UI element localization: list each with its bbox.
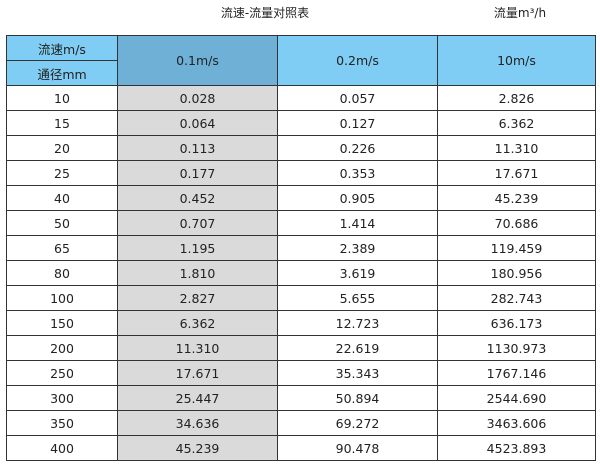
flow-cell: 4523.893 (437, 435, 596, 461)
diameter-cell: 400 (6, 435, 118, 461)
flow-cell: 25.447 (117, 385, 278, 411)
table-row: 250 17.671 35.343 1767.146 (6, 360, 596, 386)
table-row: 300 25.447 50.894 2544.690 (6, 385, 596, 411)
diameter-cell: 25 (6, 160, 118, 186)
flow-cell: 17.671 (117, 360, 278, 386)
column-header: 10m/s (437, 35, 596, 86)
diameter-cell: 15 (6, 110, 118, 136)
diameter-cell: 200 (6, 335, 118, 361)
flow-cell: 11.310 (437, 135, 596, 161)
table-row: 10 0.028 0.057 2.826 (6, 85, 596, 111)
column-header: 0.1m/s (117, 35, 278, 86)
diameter-cell: 20 (6, 135, 118, 161)
table-row: 65 1.195 2.389 119.459 (6, 235, 596, 261)
diameter-cell: 250 (6, 360, 118, 386)
flow-cell: 119.459 (437, 235, 596, 261)
flow-cell: 1.810 (117, 260, 278, 286)
flow-cell: 0.353 (277, 160, 438, 186)
flow-cell: 22.619 (277, 335, 438, 361)
flow-cell: 0.113 (117, 135, 278, 161)
flow-cell: 70.686 (437, 210, 596, 236)
flow-cell: 0.707 (117, 210, 278, 236)
table-row: 25 0.177 0.353 17.671 (6, 160, 596, 186)
velocity-flow-table: 流速m/s 0.1m/s 0.2m/s 10m/s 通径mm 10 0.028 0.… (6, 35, 596, 461)
column-header: 0.2m/s (277, 35, 438, 86)
diameter-cell: 150 (6, 310, 118, 336)
table-row: 400 45.239 90.478 4523.893 (6, 435, 596, 461)
flow-cell: 50.894 (277, 385, 438, 411)
table-row: 150 6.362 12.723 636.173 (6, 310, 596, 336)
flow-cell: 0.226 (277, 135, 438, 161)
flow-cell: 636.173 (437, 310, 596, 336)
table-row: 50 0.707 1.414 70.686 (6, 210, 596, 236)
table-row: 40 0.452 0.905 45.239 (6, 185, 596, 211)
flow-cell: 45.239 (117, 435, 278, 461)
table-row: 80 1.810 3.619 180.956 (6, 260, 596, 286)
diameter-cell: 10 (6, 85, 118, 111)
flow-cell: 34.636 (117, 410, 278, 436)
flow-cell: 5.655 (277, 285, 438, 311)
flow-cell: 0.177 (117, 160, 278, 186)
flow-cell: 1130.973 (437, 335, 596, 361)
table-row: 15 0.064 0.127 6.362 (6, 110, 596, 136)
table-row: 350 34.636 69.272 3463.606 (6, 410, 596, 436)
diameter-cell: 100 (6, 285, 118, 311)
diameter-cell: 80 (6, 260, 118, 286)
flow-cell: 2.826 (437, 85, 596, 111)
flow-cell: 69.272 (277, 410, 438, 436)
flow-cell: 90.478 (277, 435, 438, 461)
table-title: 流速-流量对照表 (220, 6, 310, 20)
flow-cell: 1767.146 (437, 360, 596, 386)
flow-cell: 12.723 (277, 310, 438, 336)
flow-cell: 3.619 (277, 260, 438, 286)
flow-cell: 0.057 (277, 85, 438, 111)
flow-cell: 0.905 (277, 185, 438, 211)
flow-cell: 6.362 (117, 310, 278, 336)
flow-cell: 17.671 (437, 160, 596, 186)
flow-cell: 11.310 (117, 335, 278, 361)
flow-cell: 0.064 (117, 110, 278, 136)
flow-cell: 3463.606 (437, 410, 596, 436)
velocity-header: 流速m/s (6, 35, 118, 61)
flow-cell: 35.343 (277, 360, 438, 386)
diameter-cell: 40 (6, 185, 118, 211)
flow-cell: 2544.690 (437, 385, 596, 411)
diameter-cell: 300 (6, 385, 118, 411)
flow-cell: 1.195 (117, 235, 278, 261)
table-row: 20 0.113 0.226 11.310 (6, 135, 596, 161)
flow-cell: 0.127 (277, 110, 438, 136)
table-row: 100 2.827 5.655 282.743 (6, 285, 596, 311)
unit-label: 流量m³/h (493, 6, 547, 20)
flow-cell: 282.743 (437, 285, 596, 311)
diameter-header: 通径mm (6, 60, 118, 86)
flow-cell: 0.028 (117, 85, 278, 111)
flow-cell: 1.414 (277, 210, 438, 236)
flow-cell: 0.452 (117, 185, 278, 211)
diameter-cell: 350 (6, 410, 118, 436)
diameter-cell: 50 (6, 210, 118, 236)
diameter-cell: 65 (6, 235, 118, 261)
flow-cell: 180.956 (437, 260, 596, 286)
table-row: 200 11.310 22.619 1130.973 (6, 335, 596, 361)
flow-cell: 2.389 (277, 235, 438, 261)
flow-cell: 2.827 (117, 285, 278, 311)
flow-cell: 45.239 (437, 185, 596, 211)
flow-cell: 6.362 (437, 110, 596, 136)
